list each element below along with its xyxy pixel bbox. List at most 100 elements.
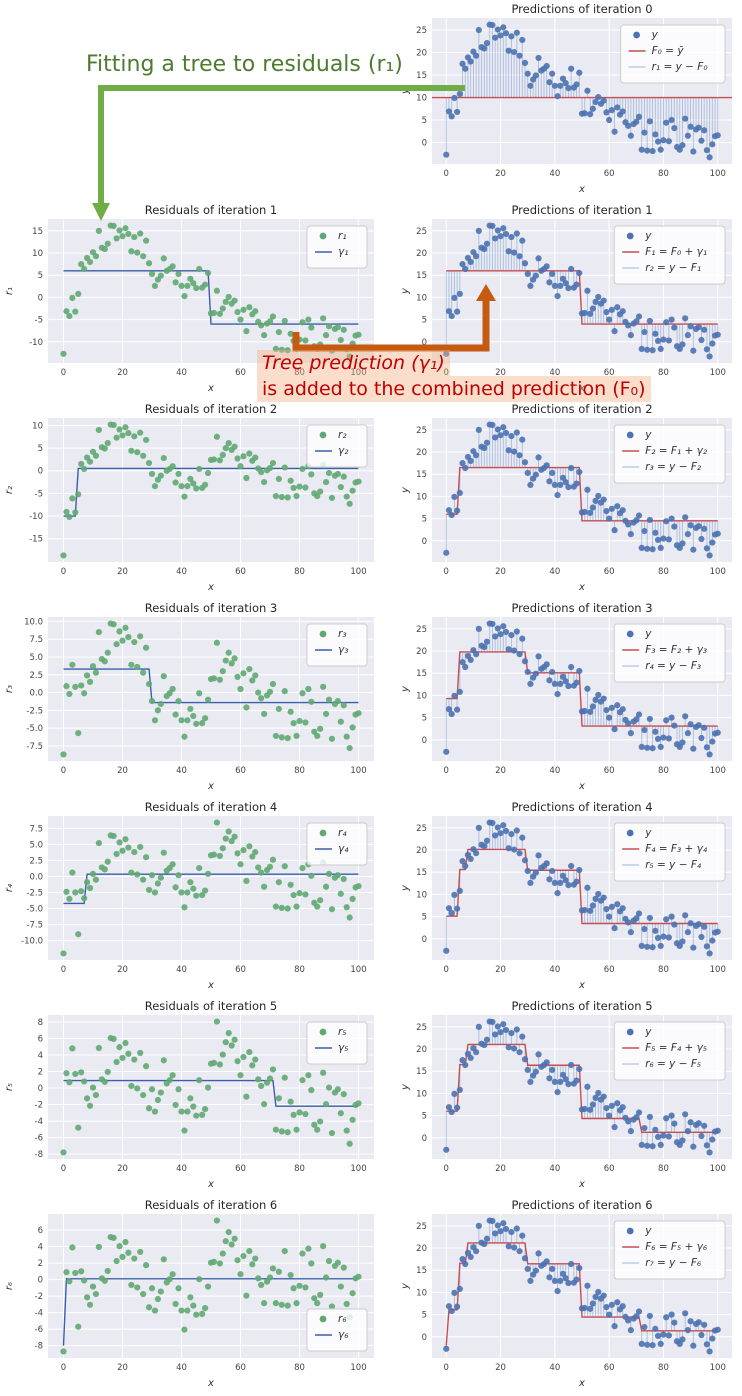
svg-text:r₁: r₁ (4, 287, 15, 295)
svg-text:γ₅: γ₅ (338, 1042, 348, 1054)
svg-text:0: 0 (61, 1363, 66, 1373)
svg-text:40: 40 (549, 965, 560, 975)
svg-text:6: 6 (38, 1034, 43, 1044)
svg-text:F₃ = F₂ + γ₃: F₃ = F₂ + γ₃ (645, 644, 707, 656)
svg-text:80: 80 (294, 1164, 305, 1174)
svg-text:25: 25 (416, 26, 427, 36)
svg-text:80: 80 (294, 766, 305, 776)
svg-text:2: 2 (38, 1068, 43, 1078)
svg-text:-2.5: -2.5 (26, 888, 43, 898)
svg-text:40: 40 (549, 567, 560, 577)
svg-text:γ₃: γ₃ (338, 644, 348, 656)
svg-text:0: 0 (422, 338, 427, 348)
svg-text:x: x (207, 1179, 214, 1190)
svg-text:100: 100 (350, 567, 366, 577)
svg-text:100: 100 (710, 567, 726, 577)
svg-text:x: x (578, 184, 585, 195)
svg-text:-5: -5 (35, 316, 43, 326)
svg-text:r₇ = y − F₆: r₇ = y − F₆ (645, 1257, 701, 1269)
svg-text:r₄ = y − F₃: r₄ = y − F₃ (645, 660, 701, 672)
svg-text:80: 80 (658, 567, 669, 577)
green-annotation-text: Fitting a tree to residuals (r₁) (86, 52, 403, 77)
svg-text:Residuals of iteration 3: Residuals of iteration 3 (145, 601, 278, 615)
svg-text:7.5: 7.5 (29, 635, 43, 645)
svg-text:15: 15 (416, 470, 427, 480)
svg-text:20: 20 (117, 1363, 128, 1373)
svg-text:0: 0 (422, 1333, 427, 1343)
svg-text:5.0: 5.0 (29, 653, 43, 663)
svg-text:40: 40 (549, 1164, 560, 1174)
svg-text:100: 100 (710, 1363, 726, 1373)
svg-text:x: x (207, 781, 214, 792)
svg-text:20: 20 (117, 567, 128, 577)
svg-text:Residuals of iteration 2: Residuals of iteration 2 (145, 402, 278, 416)
svg-text:20: 20 (495, 965, 506, 975)
svg-text:-10.0: -10.0 (21, 937, 43, 947)
svg-text:F₄ = F₃ + γ₄: F₄ = F₃ + γ₄ (645, 843, 708, 855)
svg-text:40: 40 (176, 567, 187, 577)
svg-text:20: 20 (416, 49, 427, 59)
svg-text:0: 0 (61, 766, 66, 776)
svg-text:-8: -8 (35, 1342, 43, 1352)
svg-text:8: 8 (38, 1018, 43, 1028)
svg-text:20: 20 (117, 368, 128, 378)
svg-text:20: 20 (117, 766, 128, 776)
svg-text:r₅: r₅ (4, 1083, 15, 1091)
svg-text:15: 15 (416, 868, 427, 878)
svg-text:100: 100 (350, 965, 366, 975)
svg-text:15: 15 (416, 71, 427, 81)
svg-text:-2.5: -2.5 (26, 706, 43, 716)
svg-text:y: y (400, 884, 411, 892)
svg-text:x: x (578, 582, 585, 593)
svg-text:y: y (400, 685, 411, 693)
svg-text:25: 25 (416, 824, 427, 834)
svg-text:2: 2 (38, 1259, 43, 1269)
svg-text:0: 0 (61, 368, 66, 378)
svg-text:20: 20 (495, 766, 506, 776)
svg-text:10.0: 10.0 (24, 617, 43, 627)
svg-text:80: 80 (294, 368, 305, 378)
svg-text:2.5: 2.5 (29, 671, 43, 681)
svg-text:F₂ = F₁ + γ₂: F₂ = F₁ + γ₂ (645, 445, 708, 457)
svg-text:-6: -6 (35, 1325, 43, 1335)
svg-text:80: 80 (294, 567, 305, 577)
svg-text:15: 15 (416, 1067, 427, 1077)
svg-text:Residuals of iteration 6: Residuals of iteration 6 (145, 1198, 278, 1212)
svg-text:γ₁: γ₁ (338, 246, 348, 258)
svg-text:20: 20 (495, 1363, 506, 1373)
svg-text:5: 5 (38, 271, 43, 281)
svg-text:60: 60 (604, 368, 615, 378)
svg-text:10: 10 (416, 1089, 427, 1099)
svg-text:60: 60 (235, 1363, 246, 1373)
svg-text:60: 60 (604, 1164, 615, 1174)
svg-text:15: 15 (416, 669, 427, 679)
plot-predictions-iteration-2: 0 20 40 60 80 100 0 5 10 15 20 25 Predictions of ite… (396, 402, 742, 596)
svg-text:100: 100 (350, 368, 366, 378)
svg-text:r₆: r₆ (4, 1282, 15, 1290)
svg-text:y: y (644, 230, 652, 242)
svg-text:40: 40 (176, 766, 187, 776)
svg-text:0: 0 (38, 1084, 43, 1094)
svg-text:4: 4 (38, 1243, 43, 1253)
svg-text:-6: -6 (35, 1134, 43, 1144)
svg-text:5: 5 (422, 1311, 427, 1321)
svg-text:0: 0 (38, 293, 43, 303)
svg-text:40: 40 (176, 368, 187, 378)
plot-residuals-iteration-5: 0 20 40 60 80 100 -8 -6 -4 -2 0 2 4 6 8 Residuals of it… (0, 999, 384, 1193)
svg-text:r₂: r₂ (338, 429, 347, 441)
svg-text:0: 0 (444, 1164, 449, 1174)
svg-text:-7.5: -7.5 (26, 921, 43, 931)
svg-text:5: 5 (422, 913, 427, 923)
svg-text:x: x (207, 980, 214, 991)
svg-text:5: 5 (422, 515, 427, 525)
svg-text:-10: -10 (29, 512, 43, 522)
svg-text:20: 20 (416, 1045, 427, 1055)
svg-text:100: 100 (710, 169, 726, 179)
svg-text:80: 80 (658, 766, 669, 776)
svg-text:5: 5 (422, 316, 427, 326)
svg-text:0: 0 (422, 537, 427, 547)
svg-text:20: 20 (416, 647, 427, 657)
svg-text:60: 60 (235, 766, 246, 776)
svg-text:5: 5 (422, 1112, 427, 1122)
svg-text:-5: -5 (35, 489, 43, 499)
